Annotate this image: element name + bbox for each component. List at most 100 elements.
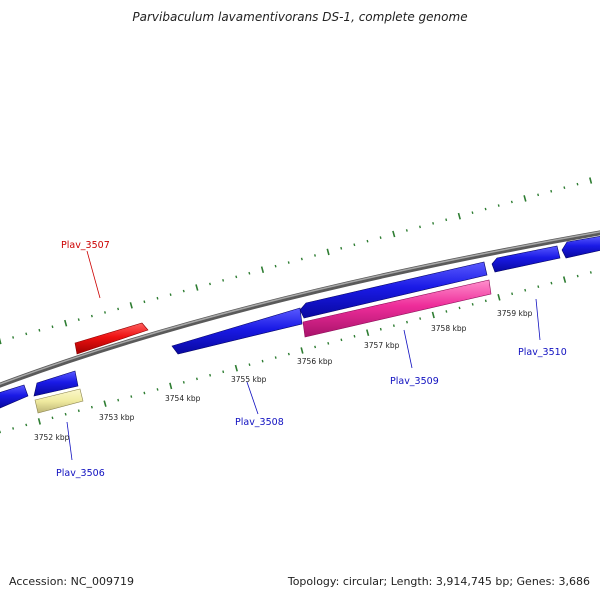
kbp-label: 3754 kbp xyxy=(165,394,201,403)
major-tick xyxy=(392,230,396,238)
minor-tick xyxy=(563,186,566,190)
tick-track-outer xyxy=(0,177,593,345)
minor-tick xyxy=(340,338,343,342)
minor-tick xyxy=(143,391,146,395)
minor-tick xyxy=(209,282,211,286)
label-plav-3508[interactable]: Plav_3508 xyxy=(235,417,284,428)
label-plav-3509[interactable]: Plav_3509 xyxy=(390,376,439,387)
gene-plav-3510[interactable] xyxy=(491,245,561,273)
minor-tick xyxy=(222,370,225,374)
major-tick xyxy=(523,195,527,202)
minor-tick xyxy=(458,306,461,310)
major-tick xyxy=(103,400,107,407)
minor-tick xyxy=(366,239,369,243)
minor-tick xyxy=(274,356,277,359)
minor-tick xyxy=(274,264,277,268)
minor-tick xyxy=(511,292,514,296)
minor-tick xyxy=(484,207,487,211)
leader-plav-3510 xyxy=(535,298,541,341)
major-tick xyxy=(326,248,330,256)
minor-tick xyxy=(327,341,330,345)
minor-tick xyxy=(432,222,435,225)
minor-tick xyxy=(261,359,264,363)
minor-tick xyxy=(182,289,185,293)
kbp-label: 3755 kbp xyxy=(231,375,267,384)
major-tick xyxy=(169,382,173,390)
major-tick xyxy=(497,293,501,301)
kbp-label: 3757 kbp xyxy=(364,341,400,350)
minor-tick xyxy=(524,288,527,292)
minor-tick xyxy=(51,416,54,420)
minor-tick xyxy=(209,373,212,377)
major-tick xyxy=(234,364,238,372)
label-plav-3510[interactable]: Plav_3510 xyxy=(518,347,567,358)
gene-partial-right[interactable] xyxy=(561,236,600,259)
major-tick xyxy=(37,418,41,425)
minor-tick xyxy=(550,189,553,193)
minor-tick xyxy=(589,271,592,274)
gene-plav-3507[interactable] xyxy=(74,322,149,355)
minor-tick xyxy=(117,398,120,402)
minor-tick xyxy=(25,423,28,427)
minor-tick xyxy=(38,328,41,332)
label-plav-3507[interactable]: Plav_3507 xyxy=(61,240,110,251)
minor-tick xyxy=(182,381,185,384)
leader-plav-3507 xyxy=(86,250,101,299)
minor-tick xyxy=(143,300,146,304)
minor-tick xyxy=(445,310,448,313)
minor-tick xyxy=(90,314,93,318)
gene-plav-3508[interactable] xyxy=(171,307,303,355)
minor-tick xyxy=(156,388,159,391)
minor-tick xyxy=(405,229,408,232)
minor-tick xyxy=(51,325,54,329)
minor-tick xyxy=(484,299,487,303)
minor-tick xyxy=(445,218,448,222)
minor-tick xyxy=(314,345,317,349)
minor-tick xyxy=(379,327,382,331)
minor-tick xyxy=(379,236,382,239)
gene-plav-3506[interactable] xyxy=(33,370,79,397)
leader-plav-3509 xyxy=(403,329,413,369)
minor-tick xyxy=(117,307,120,311)
minor-tick xyxy=(550,281,553,285)
minor-tick xyxy=(406,320,408,324)
major-tick xyxy=(431,311,435,319)
major-tick xyxy=(366,329,370,337)
minor-tick xyxy=(353,243,356,247)
minor-tick xyxy=(195,377,198,381)
minor-tick xyxy=(287,352,290,356)
minor-tick xyxy=(471,303,474,306)
kbp-label: 3756 kbp xyxy=(297,357,333,366)
kbp-label: 3759 kbp xyxy=(497,309,533,318)
gene-partial-left[interactable] xyxy=(0,384,29,409)
leader-plav-3508 xyxy=(246,381,259,415)
kbp-label: 3758 kbp xyxy=(431,324,467,333)
minor-tick xyxy=(419,317,422,320)
major-tick xyxy=(300,347,304,354)
major-tick xyxy=(589,177,593,184)
kbp-label: 3752 kbp xyxy=(34,433,70,442)
label-plav-3506[interactable]: Plav_3506 xyxy=(56,468,105,479)
minor-tick xyxy=(353,334,356,338)
minor-tick xyxy=(248,363,251,366)
minor-tick xyxy=(287,261,290,264)
minor-tick xyxy=(104,311,106,314)
minor-tick xyxy=(248,271,251,275)
minor-tick xyxy=(300,257,303,261)
minor-tick xyxy=(537,193,540,197)
minor-tick xyxy=(419,225,421,229)
major-tick xyxy=(260,266,265,274)
tick-track-inner xyxy=(0,271,592,434)
leader-plav-3506 xyxy=(66,421,73,461)
gene-plav-3506-pseudo[interactable] xyxy=(34,388,84,414)
major-tick xyxy=(0,337,2,345)
gene-plav-3509[interactable] xyxy=(302,279,492,338)
major-tick xyxy=(129,302,133,309)
gene-plav-3509-cds[interactable] xyxy=(299,261,488,319)
accession-text: Accession: NC_009719 xyxy=(9,575,135,588)
minor-tick xyxy=(340,246,343,250)
minor-tick xyxy=(471,211,474,214)
genome-backbone xyxy=(0,230,600,388)
minor-tick xyxy=(77,318,80,321)
